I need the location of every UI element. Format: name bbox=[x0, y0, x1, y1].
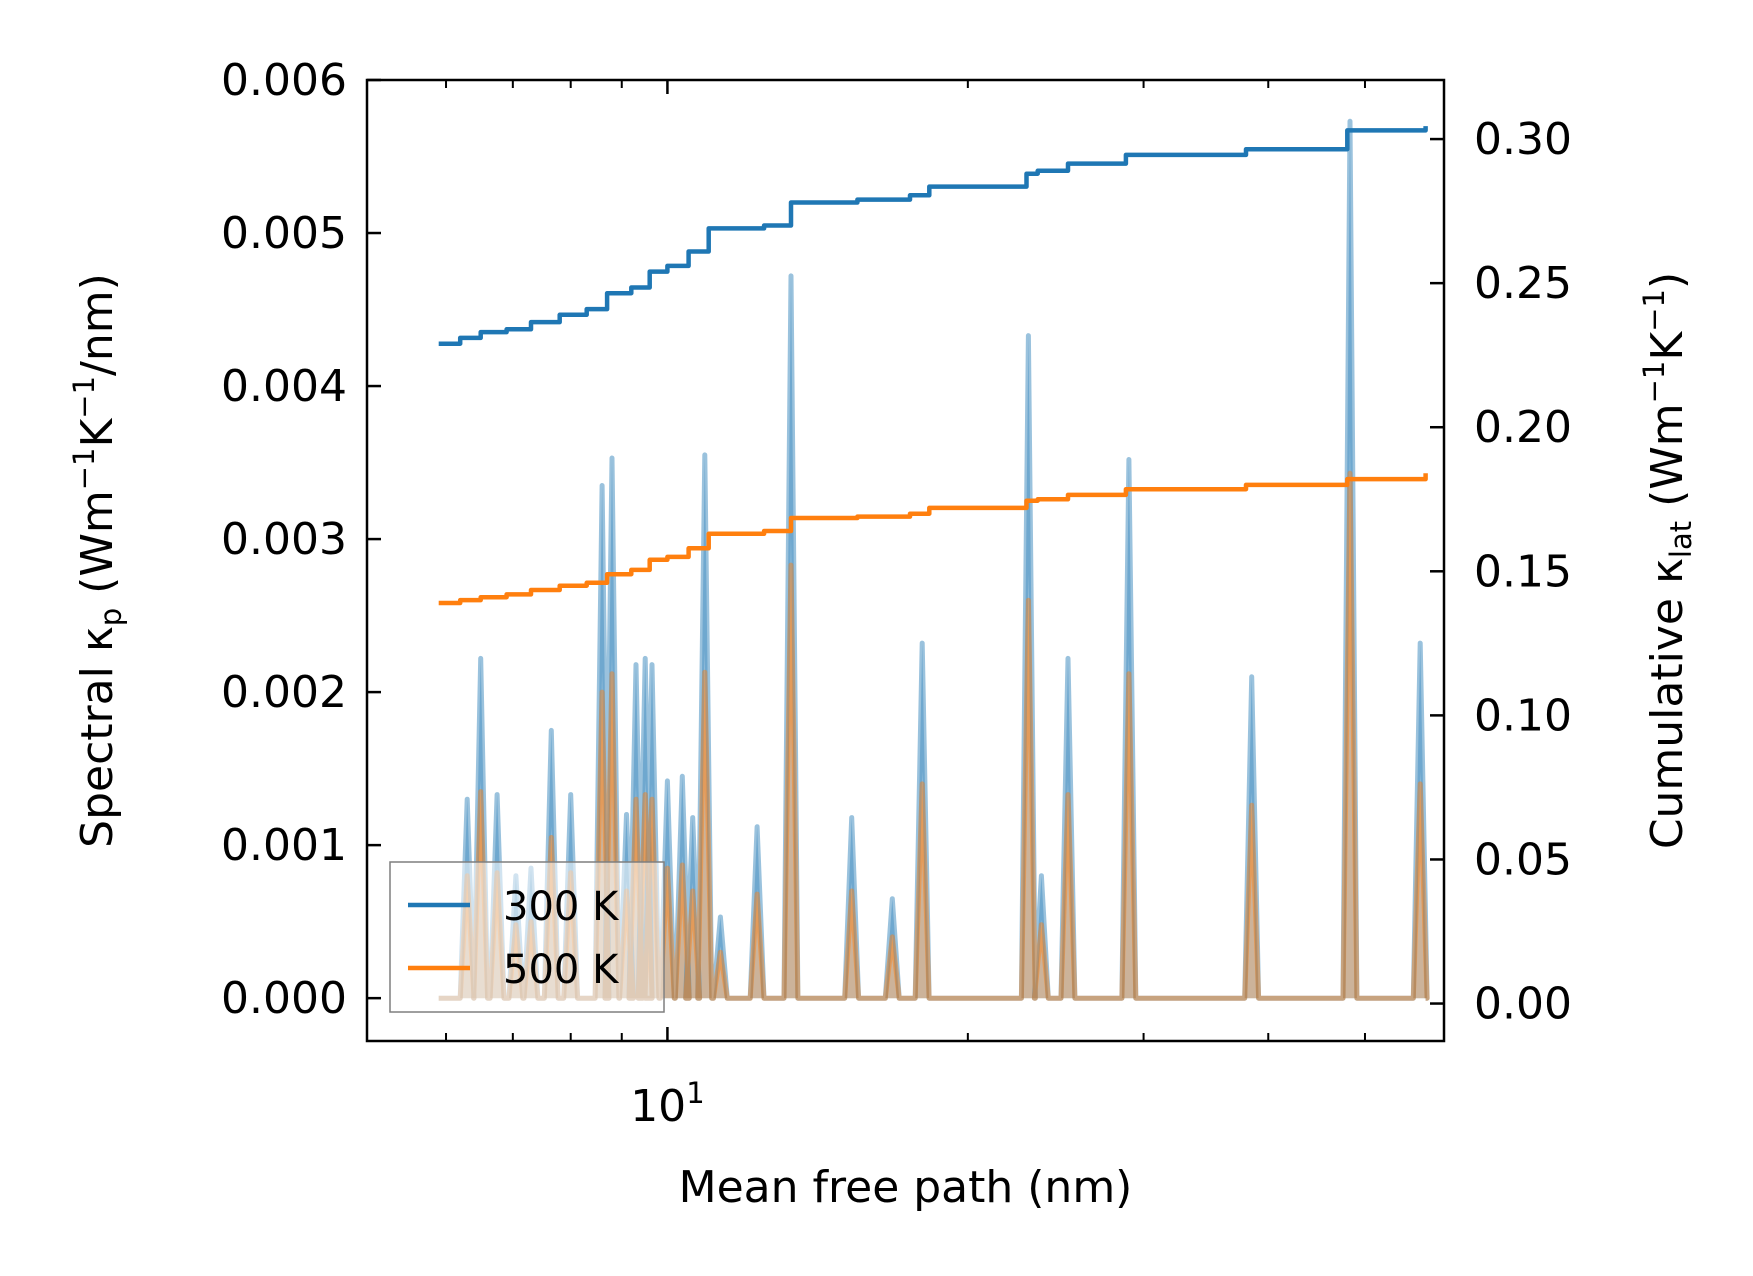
y-axis-label: Spectral κp (Wm−1K−1/nm) bbox=[67, 273, 128, 848]
x-tick-label-base: 10 bbox=[630, 1081, 686, 1132]
y-tick-label: 0.004 bbox=[221, 361, 347, 412]
label-part: K bbox=[72, 418, 123, 448]
cumulative-line-1 bbox=[438, 473, 1428, 606]
label-part: −1 bbox=[67, 448, 101, 491]
label-part: −1 bbox=[1637, 361, 1671, 404]
y2-tick-label: 0.10 bbox=[1474, 690, 1572, 741]
label-part: /nm) bbox=[72, 273, 123, 376]
label-part: −1 bbox=[67, 376, 101, 419]
x-tick-label: 101 bbox=[630, 1076, 704, 1132]
y-tick-label: 0.005 bbox=[221, 208, 347, 259]
legend-box bbox=[389, 861, 665, 1013]
y-tick-label: 0.002 bbox=[221, 667, 347, 718]
x-tick-label-exp: 1 bbox=[686, 1076, 704, 1110]
label-part: (Wm bbox=[1642, 403, 1693, 521]
label-part: lat bbox=[1664, 521, 1698, 558]
label-part: p bbox=[94, 608, 128, 626]
cumulative-line-0 bbox=[438, 126, 1428, 346]
label-part: −1 bbox=[1637, 289, 1671, 332]
y2-tick-label: 0.00 bbox=[1474, 979, 1572, 1030]
plot-frame bbox=[365, 78, 1446, 1043]
y2-tick-label: 0.30 bbox=[1474, 114, 1572, 165]
x-axis-label: Mean free path (nm) bbox=[679, 1162, 1133, 1213]
label-part: ) bbox=[1642, 272, 1693, 289]
y2-tick-label: 0.15 bbox=[1474, 546, 1572, 597]
y-tick-label: 0.001 bbox=[221, 820, 347, 871]
legend: 300 K 500 K bbox=[389, 861, 665, 1013]
label-part: (Wm bbox=[72, 490, 123, 608]
cumulative-lines bbox=[438, 126, 1428, 606]
y2-tick-label: 0.05 bbox=[1474, 834, 1572, 885]
y-tick-label: 0.003 bbox=[221, 514, 347, 565]
y2-tick-label: 0.20 bbox=[1474, 402, 1572, 453]
y2-axis-label: Cumulative κlat (Wm−1K−1) bbox=[1637, 272, 1698, 849]
y-tick-label: 0.006 bbox=[221, 55, 347, 106]
label-part: K bbox=[1642, 331, 1693, 361]
legend-label-1: 500 K bbox=[503, 947, 620, 993]
label-part: Spectral κ bbox=[72, 626, 123, 848]
y-tick-label: 0.000 bbox=[221, 973, 347, 1024]
axes: 0.000 0.001 0.002 0.003 0.004 0.005 0.006 0.00 0… bbox=[67, 55, 1698, 1213]
label-part: Cumulative κ bbox=[1642, 558, 1693, 849]
y2-tick-label: 0.25 bbox=[1474, 258, 1572, 309]
legend-label-0: 300 K bbox=[503, 884, 620, 930]
